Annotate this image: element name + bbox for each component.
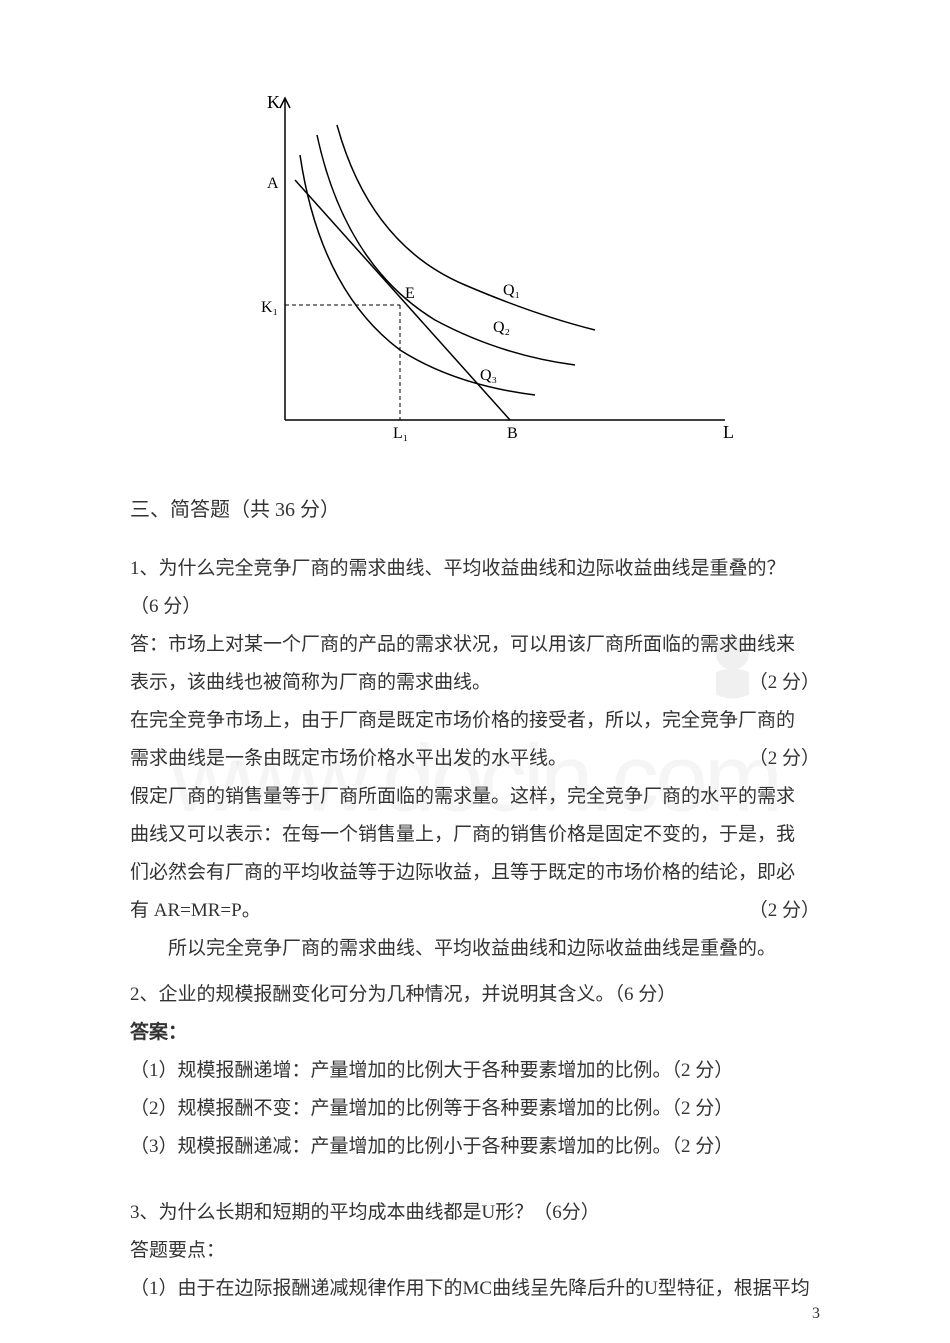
q3-item-line: （1）由于在边际报酬递减规律作用下的MC曲线呈先降后升的U型特征，根据平均 — [130, 1270, 820, 1308]
curve-q3-label: Q₃ — [480, 367, 497, 384]
q2-item: （3）规模报酬递减：产量增加的比例小于各种要素增加的比例。（2 分） — [130, 1128, 820, 1166]
question-3: 3、为什么长期和短期的平均成本曲线都是U形？（6分） 答题要点： （1）由于在边… — [130, 1194, 820, 1308]
q1-score: （6 分） — [130, 588, 820, 626]
point-b-label: B — [507, 425, 518, 442]
q1-answer-line: 们必然会有厂商的平均收益等于边际收益，且等于既定的市场价格的结论，即必 — [130, 854, 820, 892]
q1-answer-text: 有 AR=MR=P。 — [130, 892, 729, 930]
q2-item: （1）规模报酬递增：产量增加的比例大于各种要素增加的比例。（2 分） — [130, 1052, 820, 1090]
curve-q1-label: Q₁ — [503, 282, 520, 299]
x-tick-label: L₁ — [393, 425, 408, 442]
q1-answer-line: 有 AR=MR=P。 （2 分） — [130, 892, 820, 930]
q1-answer-line: 需求曲线是一条由既定市场价格水平出发的水平线。 （2 分） — [130, 740, 820, 778]
q1-answer-text: 需求曲线是一条由既定市场价格水平出发的水平线。 — [130, 740, 729, 778]
q1-answer-text: 表示，该曲线也被简称为厂商的需求曲线。 — [130, 664, 729, 702]
q1-answer-score: （2 分） — [749, 740, 820, 778]
q2-item: （2）规模报酬不变：产量增加的比例等于各种要素增加的比例。（2 分） — [130, 1090, 820, 1128]
x-axis-label: L — [723, 422, 734, 442]
q1-answer-line: 在完全竞争市场上，由于厂商是既定市场价格的接受者，所以，完全竞争厂商的 — [130, 702, 820, 740]
question-1: 1、为什么完全竞争厂商的需求曲线、平均收益曲线和边际收益曲线是重叠的？ （6 分… — [130, 550, 820, 968]
isoquant-chart: K L A B Q₁ Q₂ Q₃ E — [205, 80, 745, 460]
q1-answer-line: 假定厂商的销售量等于厂商所面临的需求量。这样，完全竞争厂商的水平的需求 — [130, 778, 820, 816]
q3-question: 3、为什么长期和短期的平均成本曲线都是U形？（6分） — [130, 1194, 820, 1232]
y-tick-label: K₁ — [261, 299, 278, 316]
q1-answer-line: 曲线又可以表示：在每一个销售量上，厂商的销售价格是固定不变的，于是，我 — [130, 816, 820, 854]
q1-question: 1、为什么完全竞争厂商的需求曲线、平均收益曲线和边际收益曲线是重叠的？ — [130, 550, 820, 588]
q1-answer-score: （2 分） — [749, 892, 820, 930]
q1-answer-score: （2 分） — [749, 664, 820, 702]
point-e-label: E — [405, 285, 415, 302]
point-a-label: A — [267, 175, 279, 192]
q2-question: 2、企业的规模报酬变化可分为几种情况，并说明其含义。（6 分） — [130, 976, 820, 1014]
q1-answer-line: 答：市场上对某一个厂商的产品的需求状况，可以用该厂商所面临的需求曲线来 — [130, 626, 820, 664]
q2-answer-label: 答案： — [130, 1014, 820, 1052]
y-axis-label: K — [267, 92, 280, 112]
section-title: 三、简答题（共 36 分） — [130, 490, 820, 530]
q3-answer-label: 答题要点： — [130, 1232, 820, 1270]
question-2: 2、企业的规模报酬变化可分为几种情况，并说明其含义。（6 分） 答案： （1）规… — [130, 976, 820, 1166]
q1-conclusion: 所以完全竞争厂商的需求曲线、平均收益曲线和边际收益曲线是重叠的。 — [130, 930, 820, 968]
q1-answer-line: 表示，该曲线也被简称为厂商的需求曲线。 （2 分） — [130, 664, 820, 702]
curve-q2-label: Q₂ — [493, 319, 510, 336]
